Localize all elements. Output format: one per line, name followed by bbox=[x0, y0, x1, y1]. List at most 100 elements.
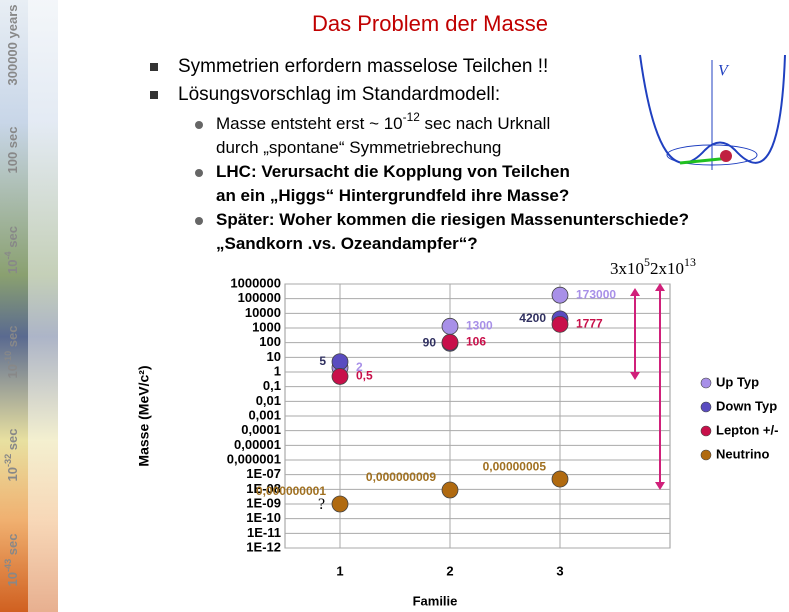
x-tick-label: 3 bbox=[556, 563, 563, 578]
data-label: 5 bbox=[319, 354, 326, 368]
data-label: 106 bbox=[466, 334, 486, 348]
data-label: 173000 bbox=[576, 287, 616, 301]
y-tick-label: 1E-09 bbox=[246, 495, 281, 510]
y-tick-label: 10 bbox=[267, 349, 281, 364]
sub-bullet-marker bbox=[195, 121, 203, 129]
y-tick-label: 100 bbox=[259, 334, 281, 349]
timeline-label-main: 10 bbox=[5, 364, 20, 378]
sub-bullet-text-main: „Sandkorn .vs. Ozeandampfer“? bbox=[216, 234, 478, 253]
title: Das Problem der Masse bbox=[312, 11, 548, 36]
higgs-potential: V bbox=[639, 54, 786, 170]
data-label: 90 bbox=[423, 336, 437, 350]
y-tick-label: 1000000 bbox=[230, 275, 281, 290]
y-tick-label: 1E-11 bbox=[247, 525, 281, 540]
timeline-label-sup: -43 bbox=[3, 559, 13, 572]
annotation-main: ? bbox=[318, 496, 325, 513]
sub-bullet-text-sup: -12 bbox=[403, 110, 421, 124]
timeline-label-main: 10 bbox=[5, 467, 20, 481]
legend-label: Down Typ bbox=[716, 398, 777, 413]
data-point bbox=[441, 333, 459, 351]
data-label: 0,000000009 bbox=[366, 470, 436, 484]
legend-marker bbox=[700, 425, 712, 437]
annotation-main: 3x10 bbox=[610, 259, 644, 278]
y-tick-label: 10000 bbox=[245, 305, 281, 320]
data-label: 0,00000005 bbox=[483, 459, 547, 473]
timeline-label: 10-4 sec bbox=[3, 226, 20, 274]
timeline-label: 10-43 sec bbox=[3, 534, 20, 587]
sub-bullet-text-main: durch „spontane“ Symmetriebrechung bbox=[216, 138, 501, 157]
annotation: 3x105 bbox=[610, 255, 650, 278]
data-label: 0,5 bbox=[356, 369, 373, 383]
data-point bbox=[331, 353, 349, 371]
timeline-label-main: 300000 years bbox=[5, 5, 20, 86]
timeline-label-sup: -32 bbox=[3, 454, 13, 467]
y-tick-label: 1E-08 bbox=[246, 481, 281, 496]
timeline-label-rest: sec bbox=[5, 326, 20, 351]
sub-bullet-marker bbox=[195, 169, 203, 177]
data-label: 1300 bbox=[466, 319, 493, 333]
x-tick-label: 2 bbox=[446, 563, 453, 578]
bullet-marker bbox=[150, 63, 158, 71]
sub-bullet-text: durch „spontane“ Symmetriebrechung bbox=[216, 138, 501, 157]
annotation: ? bbox=[318, 496, 325, 513]
annotation-sup: 13 bbox=[684, 255, 696, 269]
bullet-text: Lösungsvorschlag im Standardmodell: bbox=[178, 84, 500, 105]
bullet-marker bbox=[150, 91, 158, 99]
y-tick-label: 100000 bbox=[238, 290, 281, 305]
sub-bullet-text-main: an ein „Higgs“ Hintergrundfeld ihre Mass… bbox=[216, 186, 569, 205]
sub-bullet-text: an ein „Higgs“ Hintergrundfeld ihre Mass… bbox=[216, 186, 569, 205]
potential-label: V bbox=[718, 63, 730, 80]
timeline-label-rest: sec bbox=[5, 534, 20, 559]
timeline-label-sup: -4 bbox=[3, 250, 13, 259]
y-tick-label: 0,0001 bbox=[241, 422, 281, 437]
timeline-label-main: 10 bbox=[5, 572, 20, 586]
timeline-label-rest: sec bbox=[5, 226, 20, 251]
timeline-strip bbox=[0, 0, 28, 612]
timeline-label-main: 10 bbox=[5, 259, 20, 273]
data-point bbox=[441, 481, 459, 499]
y-axis-label: Masse (MeV/c²) bbox=[136, 365, 152, 466]
data-label: 2 bbox=[356, 360, 363, 374]
y-tick-label: 0,00001 bbox=[234, 437, 281, 452]
y-tick-label: 1000 bbox=[252, 319, 281, 334]
x-axis-label: Familie bbox=[413, 593, 458, 608]
legend-label: Up Typ bbox=[716, 374, 759, 389]
legend-marker bbox=[700, 449, 712, 461]
legend-marker bbox=[700, 377, 712, 389]
bullet-text: Symmetrien erfordern masselose Teilchen … bbox=[178, 56, 548, 77]
sub-bullet-text-main: Masse entsteht erst ~ 10 bbox=[216, 114, 403, 133]
sub-bullet-text-rest: sec nach Urknall bbox=[420, 114, 550, 133]
sub-bullet-text-main: LHC: Verursacht die Kopplung von Teilche… bbox=[216, 162, 570, 181]
timeline-image bbox=[28, 0, 58, 612]
sub-bullet-marker bbox=[195, 217, 203, 225]
timeline-label: 10-32 sec bbox=[3, 429, 20, 482]
y-tick-label: 1E-07 bbox=[246, 466, 281, 481]
sub-bullet-text: LHC: Verursacht die Kopplung von Teilche… bbox=[216, 162, 570, 181]
data-point bbox=[551, 286, 569, 304]
sub-bullet-text: Masse entsteht erst ~ 10-12 sec nach Urk… bbox=[216, 110, 550, 133]
data-point bbox=[441, 317, 459, 335]
sub-bullet-text-main: Später: Woher kommen die riesigen Massen… bbox=[216, 210, 689, 229]
data-point bbox=[331, 495, 349, 513]
legend-label: Lepton +/- bbox=[716, 422, 778, 437]
timeline-label-sup: -10 bbox=[3, 351, 13, 364]
timeline-label-rest: sec bbox=[5, 429, 20, 454]
data-label: 4200 bbox=[519, 311, 546, 325]
y-tick-label: 1E-10 bbox=[246, 510, 281, 525]
y-tick-label: 0,000001 bbox=[227, 451, 281, 466]
data-label: 1777 bbox=[576, 317, 603, 331]
data-point bbox=[551, 315, 569, 333]
y-tick-label: 1E-12 bbox=[246, 539, 281, 554]
annotation-main: 2x10 bbox=[650, 259, 684, 278]
timeline-label: 10-10 sec bbox=[3, 326, 20, 379]
y-tick-label: 0,001 bbox=[248, 407, 281, 422]
data-point bbox=[551, 470, 569, 488]
y-tick-label: 1 bbox=[274, 363, 281, 378]
legend-marker bbox=[700, 401, 712, 413]
y-tick-label: 0,01 bbox=[256, 393, 281, 408]
sub-bullet-text: Später: Woher kommen die riesigen Massen… bbox=[216, 210, 689, 229]
data-point bbox=[331, 368, 349, 385]
timeline-label: 100 sec bbox=[5, 127, 20, 174]
timeline-label-main: 100 sec bbox=[5, 127, 20, 174]
